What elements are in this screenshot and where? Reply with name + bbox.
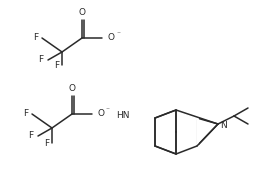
Text: O: O: [107, 34, 114, 42]
Text: O: O: [97, 109, 104, 119]
Text: O: O: [78, 8, 86, 17]
Text: F: F: [23, 109, 28, 119]
Text: O: O: [68, 84, 76, 93]
Text: HN: HN: [116, 111, 129, 119]
Text: F: F: [33, 34, 38, 42]
Text: F: F: [54, 62, 59, 70]
Text: F: F: [38, 56, 43, 64]
Text: F: F: [44, 140, 49, 148]
Text: F: F: [28, 131, 33, 141]
Text: ⁻: ⁻: [116, 30, 120, 38]
Text: N: N: [220, 120, 227, 130]
Text: ⁻: ⁻: [105, 106, 109, 114]
